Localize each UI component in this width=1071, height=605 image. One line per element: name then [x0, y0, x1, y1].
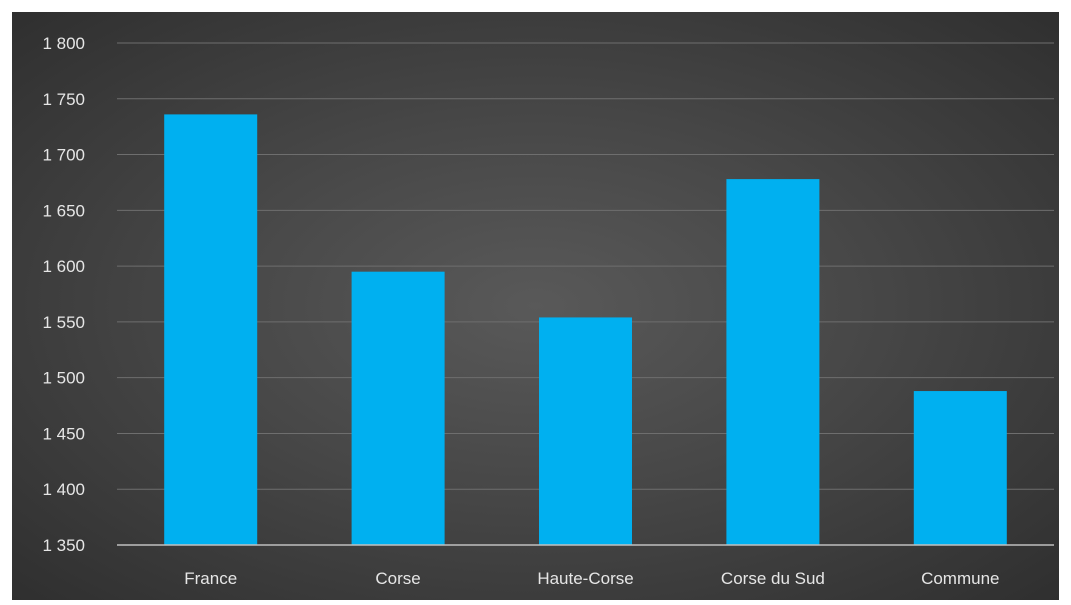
- chart-area: 1 350 1 400 1 450 1 500 1 550 1 600 1 650 1 700…: [12, 12, 1059, 600]
- x-tick-label: Corse: [375, 569, 420, 588]
- y-tick-label: 1 700: [42, 146, 85, 165]
- y-tick-labels: 1 350 1 400 1 450 1 500 1 550 1 600 1 650 1 700…: [42, 34, 85, 555]
- x-tick-label: Commune: [921, 569, 999, 588]
- x-tick-label: France: [184, 569, 237, 588]
- y-tick-label: 1 800: [42, 34, 85, 53]
- x-tick-labels: France Corse Haute-Corse Corse du Sud Commun…: [184, 569, 999, 588]
- y-tick-label: 1 650: [42, 201, 85, 220]
- bars: [164, 114, 1007, 545]
- bar-corse-du-sud: [726, 179, 820, 545]
- y-tick-label: 1 400: [42, 480, 85, 499]
- y-tick-label: 1 350: [42, 536, 85, 555]
- gridlines: [117, 42, 1054, 490]
- y-tick-label: 1 750: [42, 90, 85, 109]
- bar-france: [164, 114, 258, 545]
- y-tick-label: 1 550: [42, 313, 85, 332]
- x-tick-label: Corse du Sud: [721, 569, 825, 588]
- bar-haute-corse: [539, 317, 632, 545]
- y-tick-label: 1 500: [42, 369, 85, 388]
- bar-commune: [913, 391, 1007, 545]
- bar-chart: 1 350 1 400 1 450 1 500 1 550 1 600 1 650 1 700…: [42, 34, 1054, 588]
- y-tick-label: 1 600: [42, 257, 85, 276]
- y-tick-label: 1 450: [42, 424, 85, 443]
- bar-corse: [351, 271, 445, 545]
- x-tick-label: Haute-Corse: [537, 569, 633, 588]
